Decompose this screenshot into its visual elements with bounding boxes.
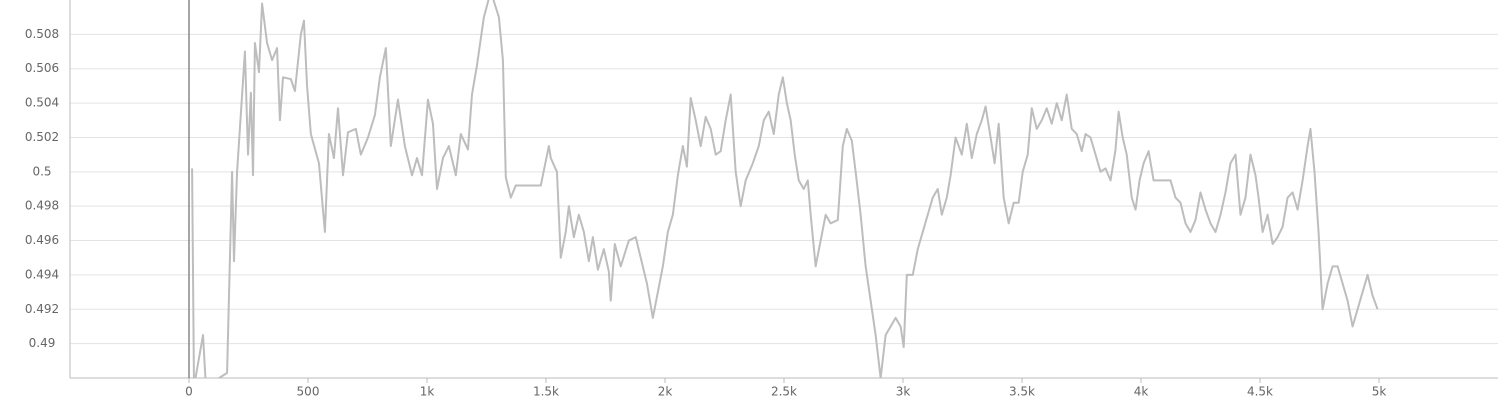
y-tick-label: 0.508 xyxy=(25,27,59,41)
x-tick-label: 2.5k xyxy=(771,385,797,399)
x-tick-label: 1k xyxy=(420,385,435,399)
x-tick-label: 3k xyxy=(896,385,911,399)
x-tick-label: 500 xyxy=(297,385,320,399)
x-tick-label: 0 xyxy=(185,385,193,399)
x-tick-label: 1.5k xyxy=(533,385,559,399)
y-tick-label: 0.49 xyxy=(29,336,56,350)
y-tick-label: 0.494 xyxy=(25,267,59,281)
y-tick-label: 0.5 xyxy=(32,164,51,178)
x-tick-label: 4.5k xyxy=(1247,385,1273,399)
x-tick-label: 2k xyxy=(658,385,673,399)
y-tick-label: 0.492 xyxy=(25,302,59,316)
y-tick-label: 0.502 xyxy=(25,130,59,144)
y-tick-label: 0.496 xyxy=(25,233,59,247)
x-tick-label: 5k xyxy=(1372,385,1387,399)
y-tick-label: 0.504 xyxy=(25,96,59,110)
data-line xyxy=(191,0,1379,378)
x-tick-label: 3.5k xyxy=(1009,385,1035,399)
x-tick-label: 4k xyxy=(1134,385,1149,399)
y-tick-label: 0.498 xyxy=(25,199,59,213)
y-tick-label: 0.506 xyxy=(25,61,59,75)
